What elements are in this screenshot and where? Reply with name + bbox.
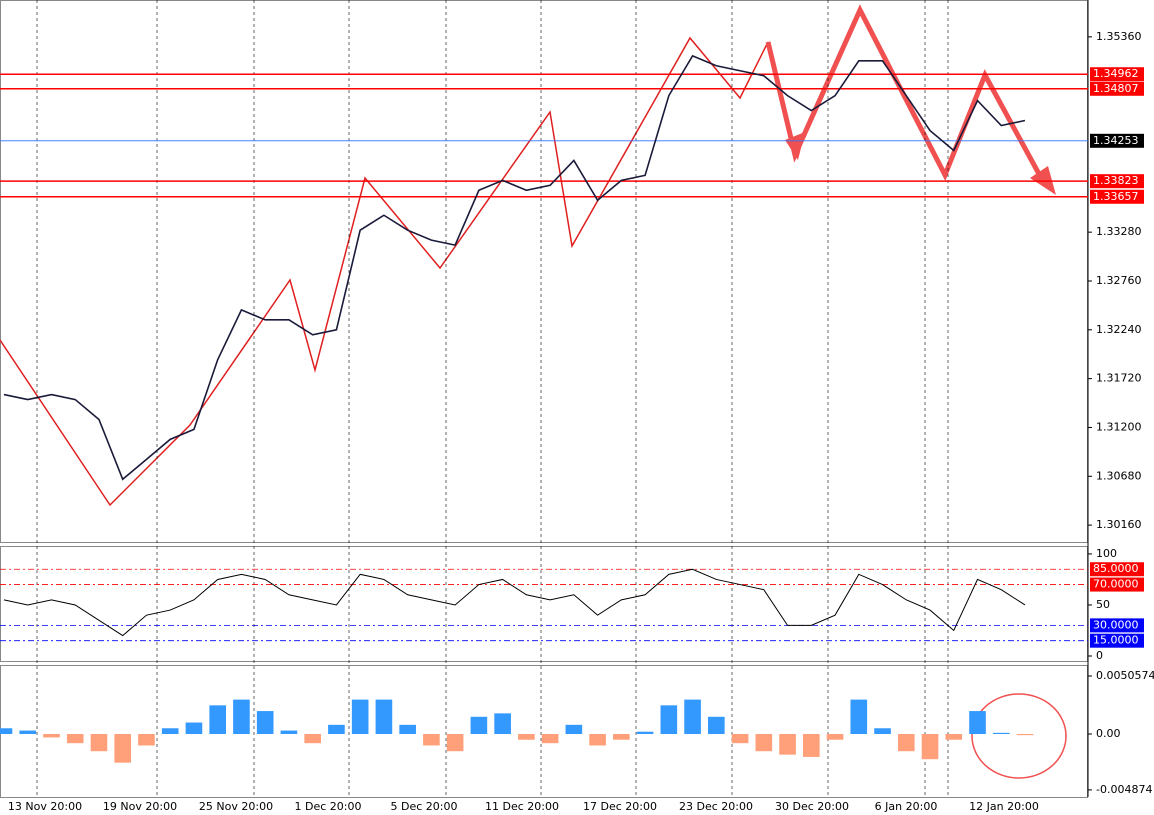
time-label: 11 Dec 20:00 <box>485 800 559 813</box>
hist-bar <box>660 705 678 735</box>
y-tick-label: 1.31720 <box>1096 372 1142 385</box>
hist-bar <box>470 716 488 735</box>
time-label: 5 Dec 20:00 <box>391 800 458 813</box>
hist-bar <box>375 699 393 735</box>
hist-bar <box>589 734 606 746</box>
level-box <box>1090 174 1144 189</box>
level-box <box>1090 133 1144 148</box>
level-box <box>1090 67 1144 82</box>
y-tick-label: 1.32760 <box>1096 274 1142 287</box>
hist-bar <box>399 724 416 735</box>
hist-bar <box>779 734 796 755</box>
y-tick-label: -0.004874 <box>1096 783 1152 796</box>
level-label: 1.34253 <box>1093 134 1139 147</box>
hist-bar <box>708 716 725 735</box>
hist-bar <box>351 699 369 735</box>
hist-bar <box>636 731 654 735</box>
y-tick-label: 100 <box>1096 547 1117 560</box>
time-label: 1 Dec 20:00 <box>295 800 362 813</box>
level-label: 1.33823 <box>1093 174 1139 187</box>
hist-bar <box>1016 734 1034 736</box>
hist-bar <box>0 728 13 735</box>
hist-bar <box>19 730 37 735</box>
level-label: 30.0000 <box>1093 618 1139 631</box>
zigzag <box>0 36 769 507</box>
hist-bar <box>755 734 773 752</box>
y-tick-label: 1.33280 <box>1096 225 1142 238</box>
y-tick-label: 1.35360 <box>1096 30 1142 43</box>
time-label: 17 Dec 20:00 <box>583 800 657 813</box>
level-label: 1.34807 <box>1093 82 1139 95</box>
y-tick-label: 1.32240 <box>1096 323 1142 336</box>
hist-bar <box>304 734 321 744</box>
y-tick-label: 1.30680 <box>1096 469 1142 482</box>
level-label: 15.0000 <box>1093 634 1139 647</box>
y-tick-label: 1.31200 <box>1096 420 1142 433</box>
series-line <box>3 568 1026 637</box>
level-box <box>1090 81 1144 96</box>
highlight-circle <box>971 693 1067 779</box>
time-label: 12 Jan 20:00 <box>969 800 1039 813</box>
time-label: 19 Nov 20:00 <box>103 800 177 813</box>
hist-bar <box>969 711 986 735</box>
hist-bar <box>921 734 939 760</box>
hist-bar <box>138 734 155 746</box>
hist-bar <box>565 724 583 735</box>
hist-bar <box>731 734 749 744</box>
y-tick-label: 0.0050574 <box>1096 669 1154 682</box>
hist-bar <box>90 734 108 752</box>
series-line <box>3 54 1026 481</box>
level-label: 70.0000 <box>1093 578 1139 591</box>
time-label: 6 Jan 20:00 <box>875 800 938 813</box>
hist-bar <box>518 734 535 740</box>
hist-bar <box>613 734 630 740</box>
y-tick-label: 1.30160 <box>1096 518 1142 531</box>
pattern-arrows <box>765 4 1048 187</box>
hist-bar <box>209 705 227 735</box>
level-label: 1.33657 <box>1093 190 1139 203</box>
y-tick-label: 0 <box>1096 649 1103 662</box>
hist-bar <box>992 732 1010 735</box>
level-box <box>1090 189 1144 204</box>
hist-bar <box>185 722 203 735</box>
hist-bar <box>802 734 820 757</box>
level-box <box>1090 618 1144 633</box>
hist-bar <box>684 699 701 735</box>
hist-bar <box>874 728 891 735</box>
time-label: 23 Dec 20:00 <box>679 800 753 813</box>
hist-bar <box>826 734 844 740</box>
hist-bar <box>66 734 84 744</box>
hist-bar <box>256 711 274 735</box>
hist-bar <box>850 699 868 735</box>
hist-bar <box>897 734 915 752</box>
level-label: 1.34962 <box>1093 67 1139 80</box>
level-box <box>1090 562 1144 577</box>
y-tick-label: 50 <box>1096 598 1110 611</box>
hist-bar <box>945 734 963 740</box>
time-label: 30 Dec 20:00 <box>775 800 849 813</box>
hist-bar <box>328 724 345 735</box>
y-tick-label: 0.00 <box>1096 727 1121 740</box>
level-box <box>1090 577 1144 592</box>
level-label: 85.0000 <box>1093 562 1139 575</box>
hist-bar <box>446 734 464 752</box>
time-label: 13 Nov 20:00 <box>8 800 82 813</box>
hist-bar <box>161 728 179 735</box>
hist-bar <box>233 699 250 735</box>
hist-bar <box>541 734 559 744</box>
time-label: 25 Nov 20:00 <box>199 800 273 813</box>
level-box <box>1090 633 1144 648</box>
hist-bar <box>114 734 132 763</box>
hist-bar <box>280 730 298 735</box>
hist-bar <box>43 734 60 738</box>
hist-bar <box>423 734 440 746</box>
hist-bar <box>494 713 511 735</box>
